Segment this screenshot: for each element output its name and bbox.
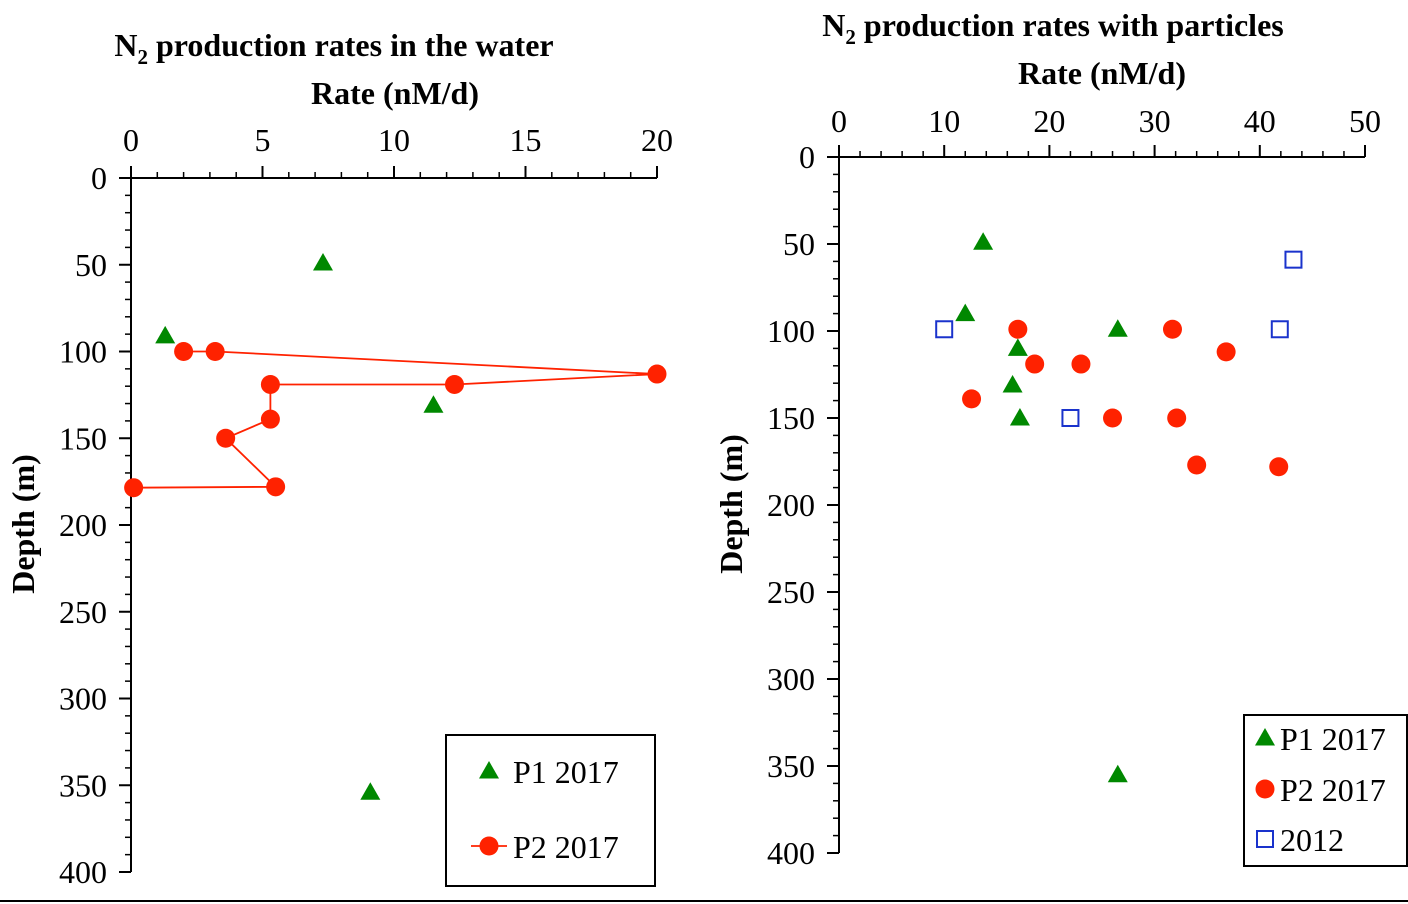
x-tick-label: 0 [831,103,847,139]
y2012-marker-1-3 [1061,409,1080,427]
y-tick-label: 100 [767,313,815,349]
legend-label: P1 2017 [1280,721,1386,757]
p2-marker-0-6 [216,428,236,448]
x-axis-label: Rate (nM/d) [1018,55,1186,91]
y-tick-label: 350 [767,748,815,784]
p2-marker-1-3 [1025,354,1045,374]
y-axis-label: Depth (m) [713,434,749,574]
p2-marker-1-9 [1269,457,1289,477]
p2-marker-1-1 [1162,319,1182,339]
y2012-marker-legend1-2 [1256,830,1274,848]
p1-marker-0-3 [360,782,381,800]
y-tick-label: 250 [767,574,815,610]
legend-label: P2 2017 [513,829,619,865]
p2-series-line [133,350,658,489]
chart-title-rest: production rates in the water [148,27,554,63]
p2-marker-0-3 [444,374,464,394]
legend-label: 2012 [1280,822,1344,858]
x-tick-label: 50 [1349,103,1381,139]
x-tick-label: 10 [928,103,960,139]
legend-box [445,734,656,887]
p2-marker-0-8 [124,478,144,498]
p2-marker-1-8 [1187,455,1207,475]
y-tick-label: 0 [799,139,815,175]
y-tick-label: 150 [59,420,107,456]
x-tick-label: 15 [510,122,542,158]
p1-marker-0-0 [312,253,333,271]
y2012-marker-1-1 [935,320,954,339]
p1-marker-1-2 [1007,338,1028,356]
p2-marker-0-7 [266,477,286,497]
y-tick-label: 400 [767,835,815,871]
y-tick-label: 200 [59,507,107,543]
y2012-marker-1-2 [1270,320,1289,339]
y2012-marker-1-0 [1284,250,1303,269]
p1-marker-0-2 [423,395,444,413]
y-tick-label: 300 [59,681,107,717]
y-axis-label: Depth (m) [5,454,41,594]
p1-marker-1-4 [1002,374,1023,393]
y-tick-label: 250 [59,594,107,630]
chart-title: N2 production rates with particles [822,7,1283,49]
p2-marker-0-5 [260,409,280,429]
y-tick-label: 0 [91,160,107,196]
chart-title-subscript: 2 [138,45,149,69]
p2-marker-1-6 [1103,408,1123,428]
y-tick-label: 200 [767,487,815,523]
y-tick-label: 50 [783,226,815,262]
y-tick-label: 150 [767,400,815,436]
p1-marker-1-3 [1107,319,1128,337]
y-tick-label: 400 [59,854,107,890]
legend-label: P2 2017 [1280,772,1386,808]
p1-marker-1-5 [1009,408,1030,426]
p2-marker-0-1 [205,342,225,361]
p2-marker-0-4 [260,374,280,394]
y-tick-label: 100 [59,334,107,370]
p1-marker-0-1 [155,325,176,344]
x-tick-label: 40 [1244,103,1276,139]
y-tick-label: 350 [59,767,107,803]
chart-water: N2 production rates in the water Rate (nM… [5,27,673,890]
p1-marker-legend0-0 [479,761,499,779]
p1-marker-1-0 [973,232,994,250]
x-tick-label: 5 [255,122,271,158]
chart-title-subscript: 2 [845,25,856,49]
p1-marker-legend1-0 [1255,728,1275,746]
p1-marker-1-1 [955,303,976,322]
p2-marker-1-7 [1167,408,1187,428]
p2-marker-0-0 [174,342,194,361]
legend-label: P1 2017 [513,754,619,790]
p2-marker-1-2 [1216,342,1236,362]
y-tick-label: 300 [767,661,815,697]
p1-marker-1-6 [1107,764,1128,783]
p2-marker-1-5 [962,389,982,409]
chart-title: N2 production rates in the water [114,27,553,69]
p2-marker-1-4 [1071,354,1091,374]
p2-marker-legend1-1 [1255,779,1275,799]
chart-particles: N2 production rates with particles Rate (… [713,7,1408,871]
p2-marker-1-0 [1008,319,1028,339]
x-tick-label: 20 [1033,103,1065,139]
x-tick-label: 0 [123,122,139,158]
x-tick-label: 20 [641,122,673,158]
y-tick-label: 50 [75,247,107,283]
x-axis-label: Rate (nM/d) [311,75,479,111]
x-tick-label: 30 [1139,103,1171,139]
x-tick-label: 10 [378,122,410,158]
p2-marker-legend0-1 [479,836,499,856]
chart-title-n: N [822,7,845,43]
chart-title-rest: production rates with particles [856,7,1284,43]
p2-marker-0-2 [647,364,667,384]
chart-title-n: N [114,27,137,63]
